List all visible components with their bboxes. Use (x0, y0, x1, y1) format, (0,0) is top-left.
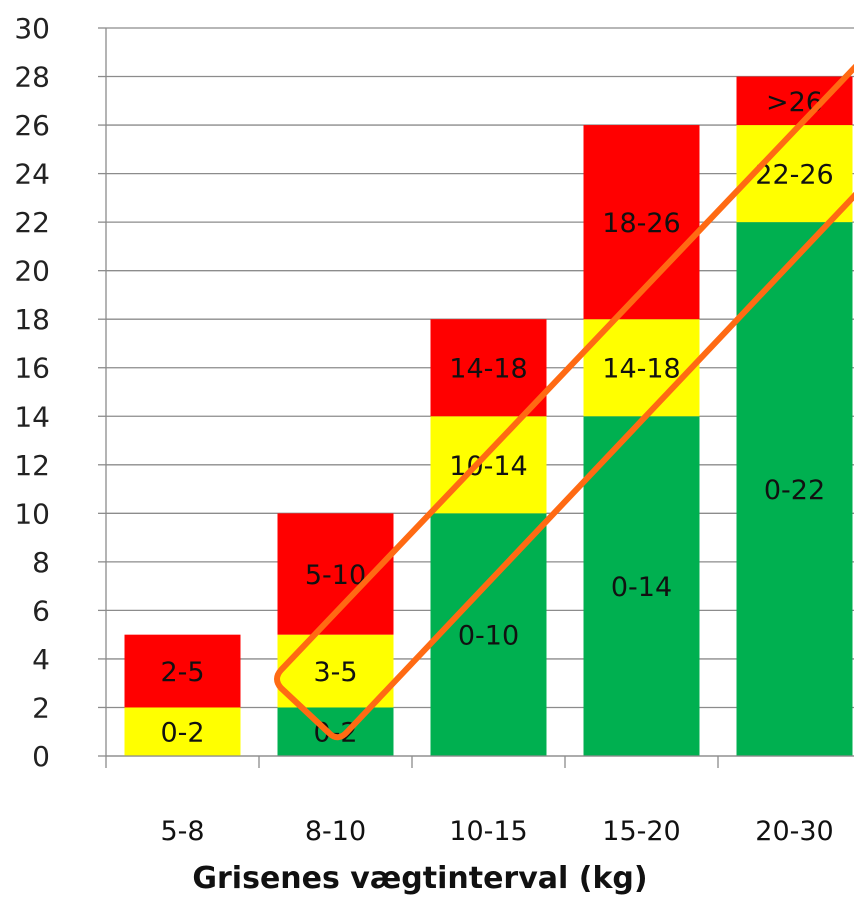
x-tick-label: 10-15 (449, 816, 527, 847)
y-tick-label: 30 (14, 12, 50, 45)
bar-segment-label: 2-5 (160, 657, 204, 688)
x-axis-label: Grisenes vægtinterval (kg) (192, 861, 647, 896)
y-tick-label: 0 (32, 740, 50, 773)
y-tick-label: 8 (32, 546, 50, 579)
x-tick-label: 8-10 (305, 816, 366, 847)
bar-segment (430, 513, 547, 756)
y-tick-label: 22 (14, 206, 50, 239)
bar-segment (124, 707, 241, 756)
bar-segment (736, 76, 853, 126)
bar-segment-label: 0-22 (764, 475, 825, 506)
bar-segment (583, 125, 700, 320)
bar-segment-label: 3-5 (313, 657, 357, 688)
bar-segment-label: 14-18 (449, 354, 527, 385)
y-tick-label: 20 (14, 255, 50, 288)
bar-segment-label: 22-26 (755, 160, 833, 191)
y-tick-label: 18 (14, 303, 50, 336)
highlight-band-outline (274, 63, 854, 741)
bar-segment-label: 0-14 (611, 572, 672, 603)
highlight-band (274, 63, 854, 741)
bar-segment (124, 634, 241, 708)
bar-segment-label: 14-18 (602, 354, 680, 385)
bar-segment (277, 634, 394, 708)
bar-segment-label: 18-26 (602, 208, 680, 239)
bar-segment (277, 707, 394, 756)
bar-segment (736, 222, 853, 757)
y-tick-label: 14 (14, 400, 50, 433)
x-tick-label: 20-30 (755, 816, 833, 847)
y-tick-label: 24 (14, 158, 50, 191)
y-tick-label: 28 (14, 61, 50, 94)
x-axis: 5-8 8-10 10-15 15-20 20-30 (105, 755, 854, 847)
bar-segment (583, 416, 700, 756)
bar-segment-label: 0-10 (458, 621, 519, 652)
y-tick-label: 2 (32, 691, 50, 724)
x-tick-label: 15-20 (602, 816, 680, 847)
x-tick-label: 5-8 (160, 816, 204, 847)
bars: 0-22-50-23-55-100-1010-1414-180-1414-181… (124, 76, 853, 757)
y-tick-label: 16 (14, 352, 50, 385)
bar-segment (430, 416, 547, 514)
bar-segment (430, 319, 547, 417)
y-tick-label: 12 (14, 449, 50, 482)
y-tick-label: 6 (32, 594, 50, 627)
y-tick-label: 4 (32, 643, 50, 676)
y-tick-label: 10 (14, 497, 50, 530)
bar-segment-label: 5-10 (305, 560, 366, 591)
bar-segment-label: 0-2 (160, 718, 204, 749)
y-tick-label: 26 (14, 109, 50, 142)
